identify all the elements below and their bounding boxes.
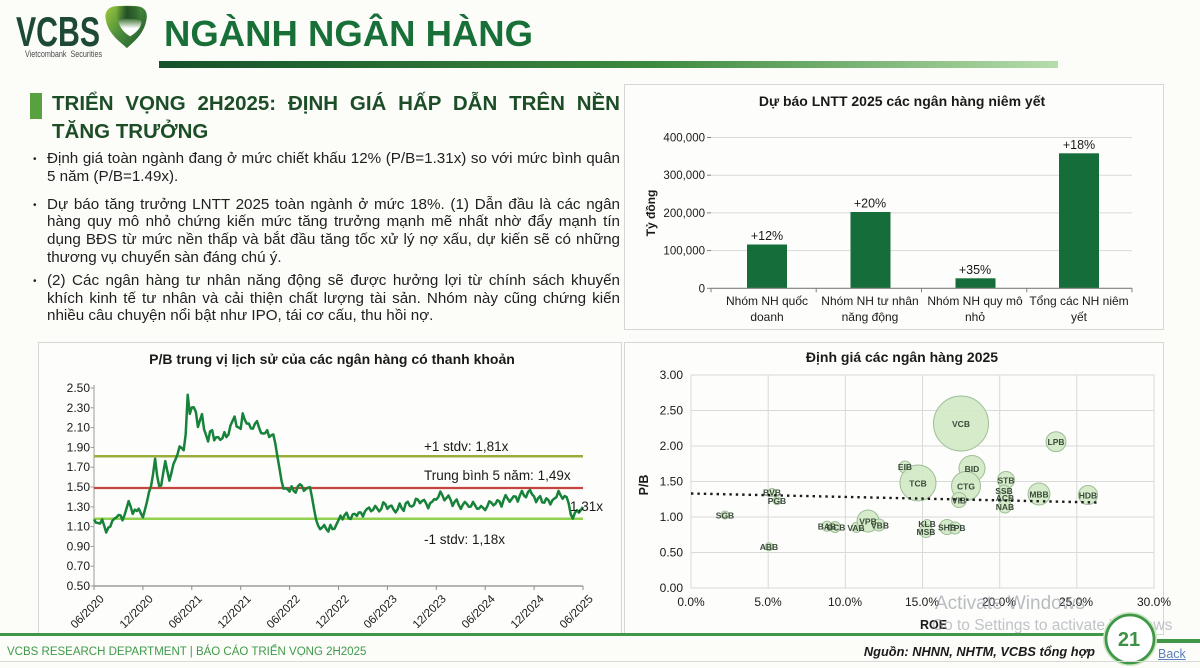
svg-text:BAB: BAB <box>818 522 836 532</box>
svg-text:1.10: 1.10 <box>67 520 91 534</box>
svg-text:yết: yết <box>1071 310 1088 324</box>
svg-text:CTG: CTG <box>957 482 975 492</box>
svg-text:2.10: 2.10 <box>67 421 91 435</box>
svg-text:PGB: PGB <box>768 496 786 506</box>
svg-text:2.50: 2.50 <box>660 404 684 418</box>
svg-text:năng động: năng động <box>842 310 899 324</box>
svg-text:nhỏ: nhỏ <box>965 310 985 324</box>
svg-text:400,000: 400,000 <box>663 133 705 145</box>
svg-text:-1 stdv: 1,18x: -1 stdv: 1,18x <box>424 532 505 547</box>
svg-text:0.50: 0.50 <box>67 579 91 593</box>
svg-text:200,000: 200,000 <box>663 208 705 220</box>
svg-text:3.00: 3.00 <box>660 368 684 382</box>
svg-text:0.90: 0.90 <box>67 539 91 553</box>
svg-text:1.50: 1.50 <box>660 475 684 489</box>
svg-text:VIB: VIB <box>952 496 966 506</box>
svg-text:+1 stdv: 1,81x: +1 stdv: 1,81x <box>424 439 509 454</box>
svg-text:SSB: SSB <box>995 486 1012 496</box>
svg-text:12/2020: 12/2020 <box>118 593 156 631</box>
svg-text:12/2024: 12/2024 <box>509 593 547 631</box>
svg-text:MBB: MBB <box>1029 490 1048 500</box>
svg-text:0.0%: 0.0% <box>677 595 705 609</box>
svg-text:LPB: LPB <box>1048 437 1065 447</box>
svg-text:VAB: VAB <box>847 523 864 533</box>
svg-text:0: 0 <box>699 283 705 295</box>
svg-text:06/2021: 06/2021 <box>167 593 205 631</box>
svg-text:30.0%: 30.0% <box>1137 595 1171 609</box>
svg-text:HDB: HDB <box>1079 491 1097 501</box>
svg-text:20.0%: 20.0% <box>982 595 1016 609</box>
svg-text:ACB: ACB <box>996 493 1014 503</box>
svg-text:25.0%: 25.0% <box>1059 595 1093 609</box>
svg-text:0.00: 0.00 <box>660 581 684 595</box>
svg-text:1.70: 1.70 <box>67 460 91 474</box>
svg-text:ABB: ABB <box>760 542 778 552</box>
svg-text:+12%: +12% <box>751 229 783 243</box>
svg-text:06/2023: 06/2023 <box>362 593 400 631</box>
svg-text:BVB: BVB <box>763 488 781 498</box>
svg-text:1.50: 1.50 <box>67 480 91 494</box>
svg-text:SHB: SHB <box>938 523 956 533</box>
svg-text:OCB: OCB <box>827 523 846 533</box>
svg-text:Tỷ đồng: Tỷ đồng <box>644 190 658 237</box>
svg-text:Nhóm NH quốc: Nhóm NH quốc <box>726 294 808 308</box>
svg-text:06/2025: 06/2025 <box>558 593 596 631</box>
svg-text:Nhóm NH tư nhân: Nhóm NH tư nhân <box>821 294 918 308</box>
svg-text:Định giá các ngân hàng 2025: Định giá các ngân hàng 2025 <box>806 349 998 365</box>
svg-text:TPB: TPB <box>949 523 966 533</box>
svg-text:P/B trung vị lịch sử của các n: P/B trung vị lịch sử của các ngân hàng c… <box>149 351 515 367</box>
svg-text:VPB: VPB <box>859 517 876 527</box>
svg-text:Dự báo LNTT 2025 các ngân hàng: Dự báo LNTT 2025 các ngân hàng niêm yết <box>759 93 1046 109</box>
svg-text:NAB: NAB <box>996 502 1014 512</box>
svg-text:+35%: +35% <box>959 263 991 277</box>
svg-text:10.0%: 10.0% <box>828 595 862 609</box>
svg-text:1.00: 1.00 <box>660 510 684 524</box>
svg-text:1.90: 1.90 <box>67 440 91 454</box>
svg-text:06/2022: 06/2022 <box>265 593 303 631</box>
svg-text:STB: STB <box>998 476 1015 486</box>
svg-text:15.0%: 15.0% <box>905 595 939 609</box>
svg-text:12/2023: 12/2023 <box>411 593 449 631</box>
svg-text:12/2022: 12/2022 <box>314 593 352 631</box>
svg-text:Nhóm NH quy mô: Nhóm NH quy mô <box>927 294 1023 308</box>
svg-text:TCB: TCB <box>909 479 926 489</box>
svg-text:ROE: ROE <box>920 618 947 632</box>
svg-text:300,000: 300,000 <box>663 170 705 182</box>
svg-text:+20%: +20% <box>854 197 886 211</box>
svg-text:KLB: KLB <box>918 519 935 529</box>
svg-text:VCB: VCB <box>952 419 970 429</box>
svg-text:Tổng các NH niêm: Tổng các NH niêm <box>1029 294 1128 308</box>
svg-text:5.0%: 5.0% <box>754 595 782 609</box>
svg-text:SGB: SGB <box>716 511 734 521</box>
svg-text:VBB: VBB <box>871 521 889 531</box>
svg-text:0.50: 0.50 <box>660 546 684 560</box>
svg-text:2.00: 2.00 <box>660 439 684 453</box>
svg-text:21: 21 <box>1118 629 1140 651</box>
svg-text:BID: BID <box>965 464 980 474</box>
svg-text:2.30: 2.30 <box>67 401 91 415</box>
svg-text:EIB: EIB <box>898 462 912 472</box>
svg-text:doanh: doanh <box>750 310 783 324</box>
svg-text:1.30: 1.30 <box>67 500 91 514</box>
svg-text:+18%: +18% <box>1063 138 1095 152</box>
svg-text:Trung bình 5 năm: 1,49x: Trung bình 5 năm: 1,49x <box>424 468 571 483</box>
svg-text:100,000: 100,000 <box>663 246 705 258</box>
svg-text:0.70: 0.70 <box>67 559 91 573</box>
svg-text:06/2024: 06/2024 <box>460 593 498 631</box>
svg-text:MSB: MSB <box>917 527 936 537</box>
svg-text:12/2021: 12/2021 <box>216 593 254 631</box>
svg-text:P/B: P/B <box>637 475 651 496</box>
svg-text:2.50: 2.50 <box>67 381 91 395</box>
svg-text:06/2020: 06/2020 <box>69 593 107 631</box>
svg-text:1,31x: 1,31x <box>570 499 603 514</box>
